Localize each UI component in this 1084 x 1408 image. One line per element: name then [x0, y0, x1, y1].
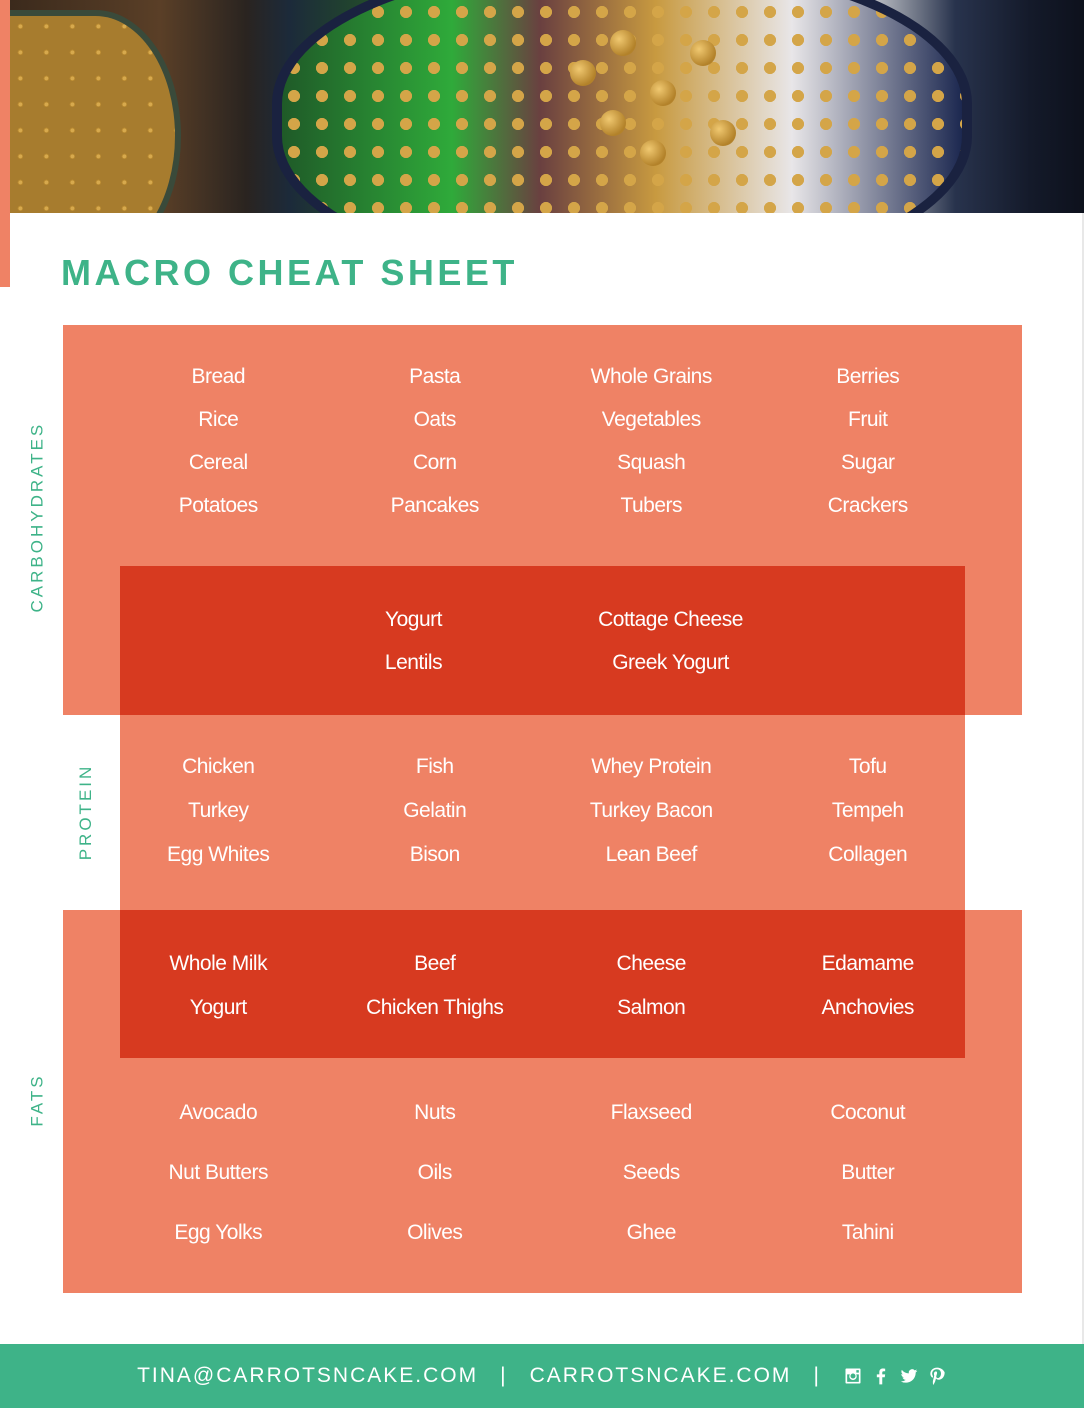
carbohydrates-label: CARBOHYDRATES — [27, 421, 47, 613]
food-item: Tofu — [848, 755, 887, 778]
food-item: Oils — [417, 1161, 453, 1184]
chickpea-decor — [570, 60, 596, 86]
food-item: Nut Butters — [168, 1161, 269, 1184]
chickpea-decor — [600, 110, 626, 136]
food-item: Coconut — [830, 1101, 906, 1124]
footer-separator: | — [500, 1364, 508, 1387]
food-item: Whole Milk — [169, 952, 268, 975]
food-item: Greek Yogurt — [612, 651, 729, 674]
food-item: Anchovies — [821, 996, 915, 1019]
social-icons — [843, 1366, 947, 1386]
food-item: Tempeh — [831, 799, 904, 822]
chickpea-decor — [640, 140, 666, 166]
chickpea-decor — [610, 30, 636, 56]
food-item: Turkey — [188, 799, 249, 822]
protein-label: PROTEIN — [76, 763, 95, 861]
header-food-photo — [10, 0, 1084, 213]
food-item: Yogurt — [385, 608, 442, 631]
food-item: Corn — [412, 451, 457, 474]
chickpea-bowl-image — [10, 10, 181, 213]
food-item: Rice — [198, 408, 239, 431]
food-item: Ghee — [626, 1221, 677, 1244]
food-item: Flaxseed — [610, 1101, 693, 1124]
food-item: Tahini — [841, 1221, 894, 1244]
food-item: Fruit — [848, 408, 888, 431]
food-item: Olives — [407, 1221, 463, 1244]
food-item: Fish — [415, 755, 454, 778]
food-item: Cheese — [616, 952, 687, 975]
food-item: Whole Grains — [590, 365, 713, 388]
food-item: Bread — [191, 365, 246, 388]
food-item: Oats — [413, 408, 457, 431]
protein-food-grid: Chicken Fish Whey Protein Tofu Turkey Ge… — [110, 756, 976, 865]
carbs-protein-overlap-block — [120, 566, 965, 715]
food-item: Whey Protein — [591, 755, 712, 778]
food-item: Lean Beef — [605, 843, 698, 866]
chickpea-decor — [710, 120, 736, 146]
food-item: Tubers — [620, 494, 683, 517]
left-accent-strip — [0, 0, 10, 287]
food-item: Cottage Cheese — [598, 608, 743, 631]
food-item: Seeds — [622, 1161, 681, 1184]
food-item: Chicken — [182, 755, 255, 778]
twitter-icon[interactable] — [899, 1366, 919, 1386]
food-item: Vegetables — [601, 408, 701, 431]
protein-fats-overlap-block — [120, 910, 965, 1058]
food-item: Salmon — [617, 996, 686, 1019]
food-item: Bison — [409, 843, 461, 866]
food-item: Avocado — [179, 1101, 258, 1124]
food-item: Gelatin — [403, 799, 467, 822]
right-edge-line — [1082, 213, 1084, 1344]
protein-fats-overlap-grid: Whole Milk Beef Cheese Edamame Yogurt Ch… — [110, 953, 976, 1018]
chickpea-decor — [650, 80, 676, 106]
food-item: Egg Yolks — [174, 1221, 263, 1244]
food-item: Potatoes — [178, 494, 258, 517]
footer-separator: | — [813, 1364, 821, 1387]
food-item: Beef — [414, 952, 456, 975]
food-item: Turkey Bacon — [589, 799, 713, 822]
food-item: Nuts — [414, 1101, 456, 1124]
pinterest-icon[interactable] — [927, 1366, 947, 1386]
chickpea-decor — [690, 40, 716, 66]
food-item: Pancakes — [390, 494, 480, 517]
food-item: Sugar — [840, 451, 895, 474]
food-item: Yogurt — [189, 996, 247, 1019]
food-item: Pasta — [409, 365, 461, 388]
instagram-icon[interactable] — [843, 1366, 863, 1386]
facebook-icon[interactable] — [871, 1366, 891, 1386]
food-item: Berries — [836, 365, 900, 388]
food-item: Butter — [841, 1161, 895, 1184]
food-item: Edamame — [821, 952, 915, 975]
page-title: MACRO CHEAT SHEET — [61, 252, 518, 293]
website-link[interactable]: CARROTSNCAKE.COM — [529, 1364, 792, 1387]
footer-bar: TINA@CARROTSNCAKE.COM | CARROTSNCAKE.COM… — [0, 1344, 1084, 1408]
fats-food-grid: Avocado Nuts Flaxseed Coconut Nut Butter… — [110, 1102, 976, 1243]
food-item: Crackers — [827, 494, 909, 517]
carbohydrates-food-grid: Bread Pasta Whole Grains Berries Rice Oa… — [110, 366, 976, 516]
food-item: Egg Whites — [167, 843, 270, 866]
carbs-protein-overlap-grid: Yogurt Cottage Cheese Lentils Greek Yogu… — [285, 609, 799, 673]
food-item: Cereal — [188, 451, 248, 474]
email-link[interactable]: TINA@CARROTSNCAKE.COM — [137, 1364, 479, 1387]
food-item: Chicken Thighs — [366, 996, 504, 1019]
fats-label: FATS — [27, 1073, 47, 1127]
food-item: Lentils — [384, 651, 443, 674]
food-item: Squash — [617, 451, 686, 474]
food-item: Collagen — [828, 843, 908, 866]
